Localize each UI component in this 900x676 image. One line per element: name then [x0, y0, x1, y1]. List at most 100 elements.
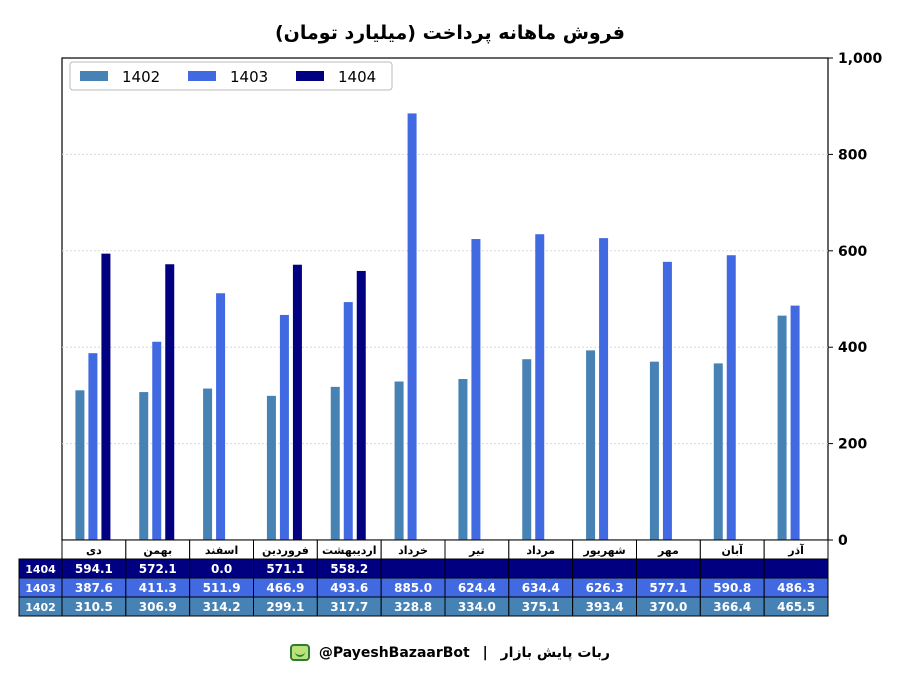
y-tick-label: 600 [838, 244, 867, 260]
bot-icon [289, 644, 310, 661]
bar-1403 [535, 234, 545, 541]
table-header-label: تیر [468, 544, 484, 557]
table-cell [763, 558, 829, 579]
table-header-label: شهریور [582, 544, 625, 557]
bar-1402 [713, 363, 723, 540]
table-cell-value: 334.0 [458, 600, 496, 614]
bar-1402 [586, 350, 596, 540]
bar-1404 [165, 264, 175, 540]
table-cell [380, 558, 446, 579]
table-cell [508, 558, 574, 579]
legend-swatch-1402 [80, 71, 108, 81]
table-cell-value: 314.2 [203, 600, 241, 614]
footer-handle: @PayeshBazaarBot [318, 644, 470, 661]
table-cell-value: 572.1 [139, 562, 177, 576]
table-cell [763, 596, 829, 617]
table-cell [572, 558, 638, 579]
bar-1403 [726, 255, 736, 540]
table-cell-value: 306.9 [139, 600, 177, 614]
table-cell-value: 375.1 [522, 600, 560, 614]
legend-label: 1404 [338, 68, 376, 86]
table-cell-value: 299.1 [266, 600, 304, 614]
table-cell [699, 558, 765, 579]
table-cell-value: 317.7 [330, 600, 368, 614]
table-cell-value: 393.4 [586, 600, 624, 614]
table-cell-value: 366.4 [713, 600, 751, 614]
table-cell-value: 411.3 [139, 581, 177, 595]
table-header-label: اسفند [205, 544, 238, 557]
legend-label: 1402 [122, 68, 160, 86]
bar-1403 [662, 261, 672, 540]
table-cell-value: 328.8 [394, 600, 432, 614]
bar-1402 [139, 392, 149, 540]
bar-1403 [407, 113, 417, 541]
chart-title: فروش ماهانه پرداخت (میلیارد تومان) [274, 22, 625, 44]
bar-1403 [599, 238, 609, 540]
table-cell-value: 511.9 [203, 581, 241, 595]
table-cell-value: 626.3 [586, 581, 624, 595]
bar-1402 [458, 379, 468, 540]
table-cell-value: 594.1 [75, 562, 113, 576]
bar-1403 [279, 314, 289, 540]
footer: @PayeshBazaarBot | ربات پایش بازار [0, 644, 900, 661]
legend-box [69, 61, 393, 91]
table-cell-value: 885.0 [394, 581, 432, 595]
footer-name: ربات پایش بازار [500, 644, 610, 661]
legend-label: 1403 [230, 68, 268, 86]
bar-1404 [292, 264, 302, 540]
table-cell-value: 486.3 [777, 581, 815, 595]
table-cell-value: 571.1 [266, 562, 304, 576]
table-cell-value: 634.4 [522, 581, 560, 595]
table-header-label: مهر [657, 544, 679, 557]
bar-1402 [330, 386, 340, 540]
table-header-label: آذر [787, 543, 804, 557]
bar-1404 [356, 270, 366, 540]
table-cell-value: 310.5 [75, 600, 113, 614]
table-cell-value: 590.8 [713, 581, 751, 595]
bar-1403 [790, 305, 800, 540]
bar-1402 [266, 395, 276, 540]
table-cell-value: 465.5 [777, 600, 815, 614]
y-tick-label: 200 [838, 437, 867, 453]
table-cell [444, 558, 510, 579]
legend-swatch-1404 [296, 71, 324, 81]
bar-1403 [471, 239, 481, 541]
bar-1404 [101, 253, 111, 540]
bar-1403 [343, 302, 353, 540]
y-tick-label: 1,000 [838, 51, 883, 67]
table-cell-value: 493.6 [330, 581, 368, 595]
bar-1402 [203, 388, 213, 540]
table-header-label: فروردین [262, 544, 309, 557]
bar-1402 [75, 390, 85, 540]
table-header-label: اردیبهشت [322, 544, 376, 557]
y-tick-label: 0 [838, 533, 848, 549]
bar-1403 [216, 293, 226, 540]
table-cell-value: 577.1 [649, 581, 687, 595]
table-header-label: بهمن [143, 544, 172, 557]
table-row-label: 1404 [25, 563, 56, 576]
table-cell-value: 624.4 [458, 581, 496, 595]
table-header-label: مرداد [526, 544, 555, 557]
bar-1402 [777, 315, 787, 540]
table-cell-value: 558.2 [330, 562, 368, 576]
table-cell-value: 387.6 [75, 581, 113, 595]
table-row-label: 1403 [25, 582, 56, 595]
footer-separator: | [482, 644, 488, 661]
bar-1403 [152, 341, 162, 540]
table-cell-value: 0.0 [211, 562, 232, 576]
table-cell-value: 466.9 [266, 581, 304, 595]
table-header-label: دی [86, 544, 102, 557]
bar-1403 [88, 353, 98, 540]
table-header-label: خرداد [398, 544, 428, 557]
table-cell-value: 370.0 [649, 600, 687, 614]
table-cell [636, 558, 701, 579]
bar-1402 [649, 361, 659, 540]
table-header-label: آبان [722, 543, 744, 557]
y-tick-label: 400 [838, 340, 867, 356]
bar-1402 [394, 381, 404, 540]
y-tick-label: 800 [838, 147, 867, 163]
legend-swatch-1403 [188, 71, 216, 81]
bar-1402 [522, 359, 532, 540]
plot-area [61, 57, 829, 541]
